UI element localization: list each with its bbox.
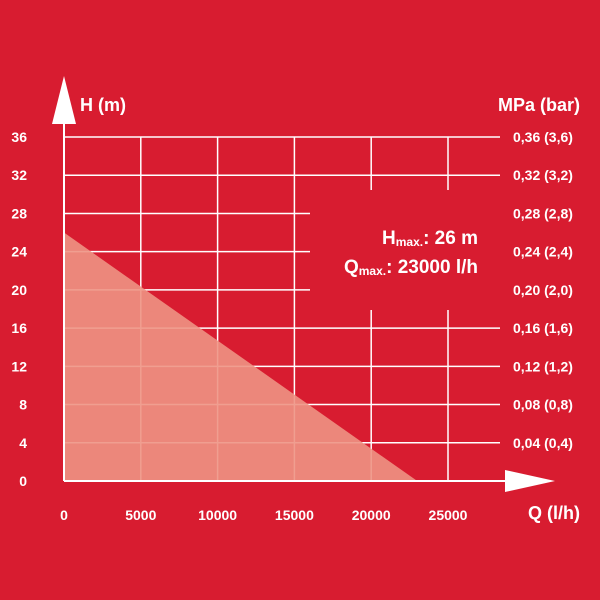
qmax-annotation: Qmax.: 23000 l/h	[344, 257, 478, 278]
qmax-value: : 23000 l/h	[386, 257, 478, 278]
y2-tick-label: 0,16 (1,6)	[513, 320, 573, 336]
y2-tick-label: 0,32 (3,2)	[513, 167, 573, 183]
y-tick-label: 28	[11, 205, 27, 221]
x-tick-label: 20000	[352, 507, 391, 523]
x-tick-label: 5000	[125, 507, 156, 523]
y-axis-arrow-icon	[52, 76, 76, 124]
x-axis-arrow-icon	[505, 470, 555, 492]
y2-tick-label: 0,08 (0,8)	[513, 397, 573, 413]
hmax-symbol: H	[382, 228, 396, 249]
performance-area	[64, 232, 418, 481]
hmax-annotation: Hmax.: 26 m	[382, 228, 478, 249]
y-tick-label: 4	[19, 435, 27, 451]
y-tick-label: 0	[19, 473, 27, 489]
y2-tick-label: 0,04 (0,4)	[513, 435, 573, 451]
y2-tick-label: 0,28 (2,8)	[513, 205, 573, 221]
qmax-symbol: Q	[344, 257, 359, 278]
y2-tick-label: 0,24 (2,4)	[513, 244, 573, 260]
y-tick-label: 16	[11, 320, 27, 336]
y-tick-label: 8	[19, 397, 27, 413]
y-tick-label: 36	[11, 129, 27, 145]
y2-tick-label: 0,36 (3,6)	[513, 129, 573, 145]
x-tick-label: 10000	[198, 507, 237, 523]
y2-axis-title: MPa (bar)	[498, 95, 580, 115]
x-tick-label: 15000	[275, 507, 314, 523]
hmax-value: : 26 m	[423, 228, 478, 249]
y-tick-label: 12	[11, 358, 27, 374]
qmax-subscript: max.	[359, 264, 386, 278]
tick-layer: 0 4 8 12 16 20 24 28 32 36 0,04 (0,4) 0,08 (0,8) 0,1…	[11, 129, 573, 523]
y-axis-title: H (m)	[80, 95, 126, 115]
x-axis-title: Q (l/h)	[528, 503, 580, 523]
y-tick-label: 32	[11, 167, 27, 183]
y-tick-label: 20	[11, 282, 27, 298]
y-tick-label: 24	[11, 244, 27, 260]
axes-layer	[52, 76, 555, 492]
x-tick-label: 25000	[429, 507, 468, 523]
y2-tick-label: 0,12 (1,2)	[513, 358, 573, 374]
y2-tick-label: 0,20 (2,0)	[513, 282, 573, 298]
area-layer	[64, 232, 418, 481]
x-tick-label: 0	[60, 507, 68, 523]
hmax-subscript: max.	[396, 235, 423, 249]
